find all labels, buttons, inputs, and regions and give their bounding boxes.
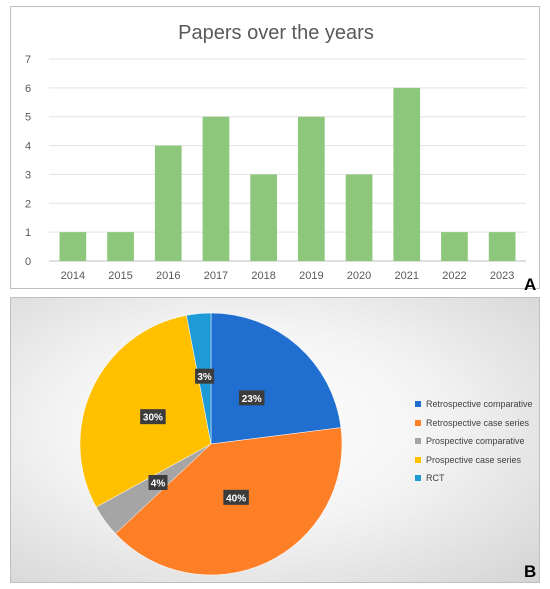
legend-swatch	[415, 456, 421, 463]
data-label: 4%	[148, 474, 168, 490]
legend-item: RCT	[415, 469, 533, 488]
legend-item: Retrospective case series	[415, 414, 533, 433]
legend-swatch	[415, 419, 421, 426]
data-label: 30%	[140, 409, 166, 425]
bar	[107, 232, 134, 261]
bar	[59, 232, 87, 261]
x-tick-label: 2015	[108, 270, 132, 282]
panel-letter-a: A	[524, 275, 537, 294]
pie-legend: Retrospective comparative Retrospective c…	[415, 395, 533, 488]
legend-label: Prospective comparative	[426, 436, 525, 447]
bar	[345, 174, 373, 261]
y-tick-label: 0	[25, 256, 31, 268]
x-tick-label: 2023	[490, 270, 514, 282]
data-label: 3%	[195, 368, 215, 384]
data-label: 40%	[223, 489, 249, 505]
y-tick-label: 7	[25, 54, 31, 66]
y-tick-label: 5	[25, 112, 31, 124]
pie-chart: 23% 40% 4% 30% 3%	[79, 312, 343, 576]
x-tick-label: 2021	[395, 270, 419, 282]
legend-label: Retrospective comparative	[426, 399, 533, 410]
bar	[441, 232, 468, 261]
y-tick-label: 2	[25, 198, 31, 210]
x-tick-label: 2019	[299, 270, 323, 282]
legend-item: Retrospective comparative	[415, 395, 533, 414]
x-tick-label: 2018	[251, 270, 275, 282]
legend-label: RCT	[426, 473, 445, 484]
legend-label: Prospective case series	[426, 454, 522, 465]
panel-letter-b: B	[524, 562, 537, 581]
legend-label: Retrospective case series	[426, 417, 530, 428]
legend-item: Prospective case series	[415, 451, 533, 470]
svg-text:4%: 4%	[151, 478, 166, 489]
svg-text:30%: 30%	[143, 413, 163, 424]
bar	[250, 174, 278, 261]
pie-slice	[210, 312, 342, 445]
legend-item: Prospective comparative	[415, 432, 533, 451]
data-label: 23%	[238, 390, 265, 406]
legend-swatch	[415, 401, 421, 408]
bar	[297, 116, 325, 261]
bar-chart-panel: Papers over the years 0 1 2 3 4 5 6 7 2014 2015 20…	[10, 6, 540, 294]
bar	[202, 116, 230, 261]
y-tick-label: 1	[25, 227, 31, 239]
chart-title: Papers over the years	[178, 22, 374, 44]
y-tick-label: 6	[25, 83, 31, 95]
x-tick-label: 2017	[204, 270, 228, 282]
legend-swatch	[415, 438, 421, 445]
x-tick-label: 2016	[156, 270, 180, 282]
bar-chart: Papers over the years 0 1 2 3 4 5 6 7 2014 2015 20…	[25, 22, 526, 282]
svg-text:3%: 3%	[197, 372, 212, 383]
y-tick-label: 4	[25, 141, 31, 153]
x-tick-label: 2014	[61, 270, 85, 282]
bar	[393, 87, 421, 261]
bar	[154, 145, 182, 261]
svg-text:40%: 40%	[226, 493, 246, 504]
legend-swatch	[415, 475, 421, 482]
svg-text:23%: 23%	[242, 394, 262, 405]
x-tick-label: 2022	[442, 270, 466, 282]
pie-chart-panel: 23% 40% 4% 30% 3% Retrospective comparative R…	[10, 297, 540, 583]
y-tick-label: 3	[25, 169, 31, 181]
bar	[488, 232, 516, 261]
x-tick-label: 2020	[347, 270, 371, 282]
